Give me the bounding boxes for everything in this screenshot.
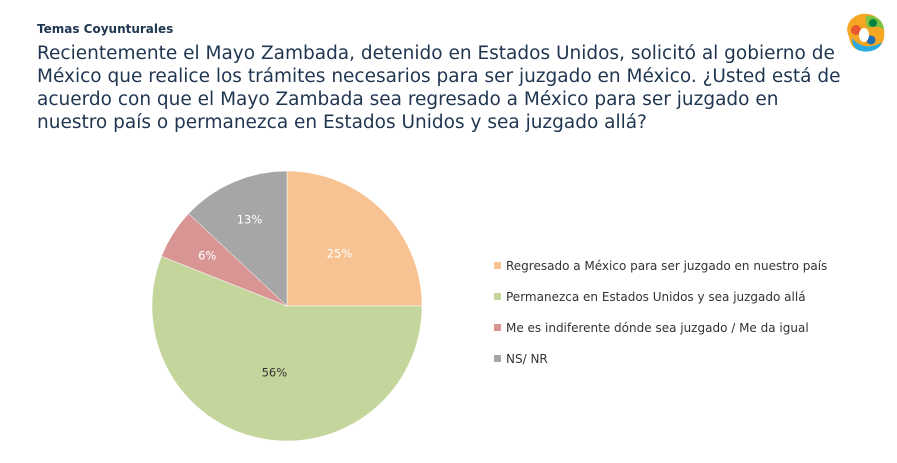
legend-item-regresado: Regresado a México para ser juzgado en n… — [494, 250, 827, 281]
legend-swatch-nsnr — [494, 355, 501, 362]
legend-swatch-permanezca — [494, 293, 501, 300]
pie-labels: 25% 56% 6% 13% — [198, 212, 352, 379]
legend-label-permanezca: Permanezca en Estados Unidos y sea juzga… — [506, 289, 806, 304]
pie-data-label-2: 6% — [198, 248, 216, 262]
brand-logo-icon — [847, 13, 885, 52]
chart-legend: Regresado a México para ser juzgado en n… — [494, 250, 827, 374]
question-title: Recientemente el Mayo Zambada, detenido … — [37, 43, 841, 133]
pie-slice-3 — [188, 170, 288, 307]
pie-data-label-3: 13% — [237, 212, 263, 226]
legend-swatch-regresado — [494, 262, 501, 269]
pie-slices — [151, 170, 423, 442]
legend-item-indiferente: Me es indiferente dónde sea juzgado / Me… — [494, 312, 827, 343]
legend-label-nsnr: NS/ NR — [506, 351, 548, 366]
legend-label-indiferente: Me es indiferente dónde sea juzgado / Me… — [506, 320, 809, 335]
legend-item-nsnr: NS/ NR — [494, 343, 827, 374]
pie-data-label-1: 56% — [262, 365, 288, 379]
legend-label-regresado: Regresado a México para ser juzgado en n… — [506, 258, 828, 273]
legend-item-permanezca: Permanezca en Estados Unidos y sea juzga… — [494, 281, 827, 312]
legend-swatch-indiferente — [494, 324, 501, 331]
pie-data-label-0: 25% — [327, 246, 353, 260]
pie-slice-0 — [286, 170, 423, 307]
section-label: Temas Coyunturales — [37, 22, 174, 36]
pie-slice-1 — [151, 255, 423, 442]
